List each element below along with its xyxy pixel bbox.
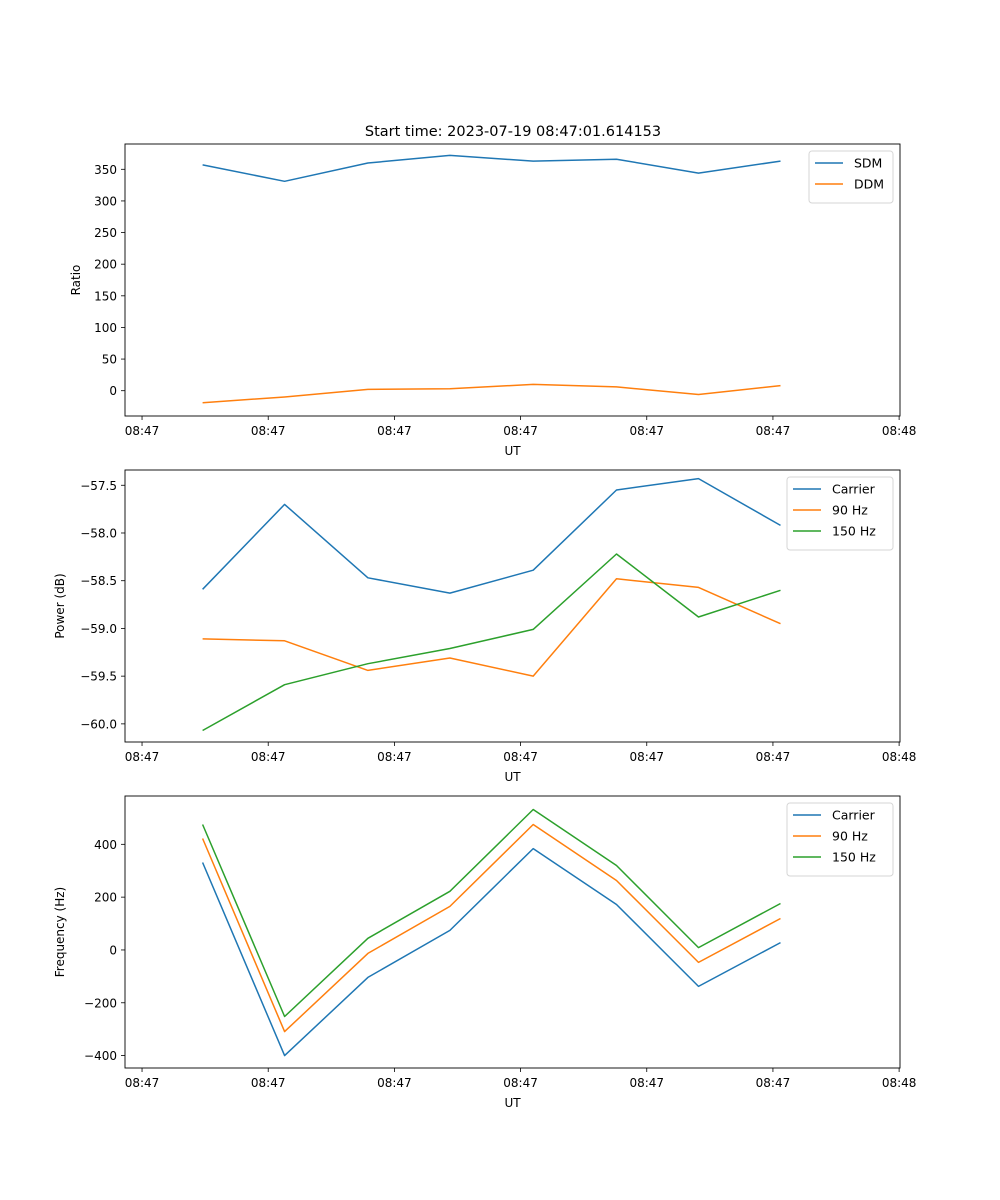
x-tick-label: 08:47 <box>629 750 664 764</box>
y-tick-label: 0 <box>109 384 117 398</box>
x-tick-label: 08:47 <box>125 1076 160 1090</box>
x-tick-label: 08:47 <box>629 1076 664 1090</box>
series-line-150-hz <box>201 808 781 1018</box>
axes-1: 08:47 08:47 08:47 08:47 08:47 08:47 08:48 0 50 10… <box>69 143 917 458</box>
x-tick-label: 08:47 <box>756 1076 791 1090</box>
y-tick-label: 200 <box>94 891 117 905</box>
series-line-carrier <box>201 847 781 1057</box>
legend-label: 90 Hz <box>832 503 868 518</box>
x-tick-label: 08:47 <box>377 750 412 764</box>
figure-title: Start time: 2023-07-19 08:47:01.614153 <box>365 124 661 140</box>
y-tick-label: −58.0 <box>80 526 117 540</box>
y-axis-label: Ratio <box>69 265 83 296</box>
y-tick-label: −58.5 <box>80 574 117 588</box>
axes-2: 08:47 08:47 08:47 08:47 08:47 08:47 08:48 −60.0… <box>53 469 917 784</box>
y-tick-label: −200 <box>84 996 117 1010</box>
series-line-carrier <box>202 477 781 594</box>
axes-3: 08:47 08:47 08:47 08:47 08:47 08:47 08:48 −400 −… <box>53 795 917 1110</box>
y-tick-label: 150 <box>94 289 117 303</box>
y-axis-label: Frequency (Hz) <box>53 887 67 978</box>
y-tick-label: 300 <box>94 194 117 208</box>
y-axis-label: Power (dB) <box>53 573 67 638</box>
x-axis-label: UT <box>504 770 521 784</box>
x-tick-label: 08:47 <box>756 424 791 438</box>
series-line-150-hz <box>202 553 781 732</box>
y-tick-label: 200 <box>94 258 117 272</box>
y-tick-label: 0 <box>109 943 117 957</box>
y-tick-label: −60.0 <box>80 717 117 731</box>
y-tick-label: 50 <box>102 353 117 367</box>
x-tick-label: 08:47 <box>503 424 538 438</box>
x-tick-label: 08:47 <box>377 424 412 438</box>
legend-label: 90 Hz <box>832 829 868 844</box>
y-tick-label: −59.5 <box>80 670 117 684</box>
legend-label: 150 Hz <box>832 524 876 539</box>
y-tick-label: −400 <box>84 1049 117 1063</box>
legend-box <box>808 150 894 204</box>
y-tick-label: −59.0 <box>80 622 117 636</box>
x-tick-label: 08:47 <box>756 750 791 764</box>
y-tick-label: 350 <box>94 163 117 177</box>
series-line-sdm <box>202 154 781 183</box>
x-tick-label: 08:47 <box>251 1076 286 1090</box>
axes-frame <box>124 795 901 1069</box>
legend-label: SDM <box>854 156 882 171</box>
legend-label: Carrier <box>832 482 876 497</box>
y-tick-label: 100 <box>94 321 117 335</box>
series-line-90-hz <box>201 823 781 1033</box>
x-tick-label: 08:48 <box>882 750 917 764</box>
x-axis-label: UT <box>504 1096 521 1110</box>
axes-frame <box>124 143 901 417</box>
x-tick-label: 08:47 <box>125 750 160 764</box>
y-tick-label: 400 <box>94 838 117 852</box>
x-tick-label: 08:47 <box>125 424 160 438</box>
legend-label: DDM <box>854 177 884 192</box>
legend-label: 150 Hz <box>832 850 876 865</box>
x-tick-label: 08:47 <box>503 750 538 764</box>
legend: Carrier 90 Hz 150 Hz <box>786 802 894 877</box>
legend-label: Carrier <box>832 808 876 823</box>
legend: SDM DDM <box>808 150 894 204</box>
x-tick-label: 08:47 <box>629 424 664 438</box>
series-line-90-hz <box>202 578 781 677</box>
y-tick-label: −57.5 <box>80 479 117 493</box>
x-tick-label: 08:47 <box>377 1076 412 1090</box>
x-tick-label: 08:47 <box>503 1076 538 1090</box>
x-axis-label: UT <box>504 444 521 458</box>
legend: Carrier 90 Hz 150 Hz <box>786 476 894 551</box>
axes-frame <box>124 469 901 743</box>
series-line-ddm <box>202 383 781 404</box>
x-tick-label: 08:47 <box>251 750 286 764</box>
y-tick-label: 250 <box>94 226 117 240</box>
x-tick-label: 08:48 <box>882 424 917 438</box>
x-tick-label: 08:47 <box>251 424 286 438</box>
x-tick-label: 08:48 <box>882 1076 917 1090</box>
